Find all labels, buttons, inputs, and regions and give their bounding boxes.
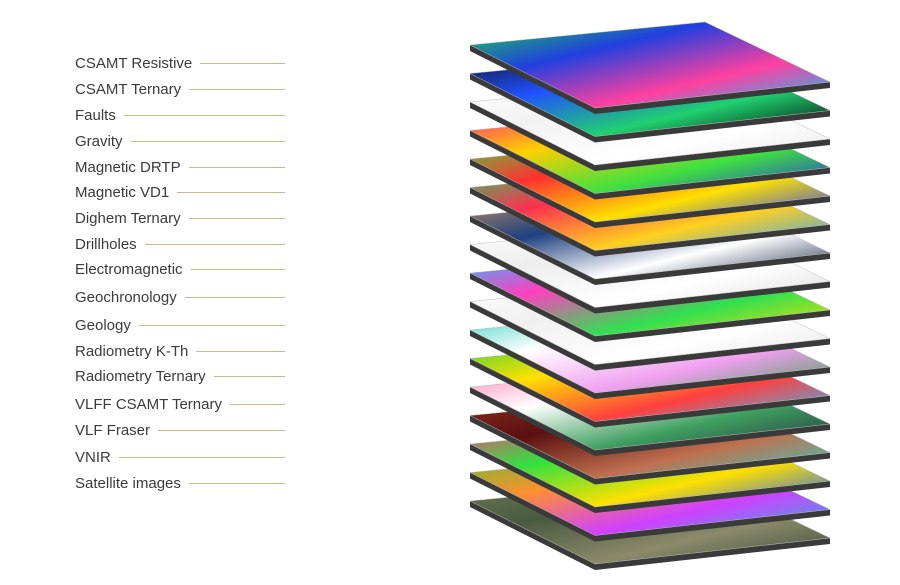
layer-label: Satellite images (75, 474, 181, 492)
layer-label: Gravity (75, 132, 123, 150)
leader-line (188, 482, 285, 484)
leader-line (196, 350, 285, 352)
layer-edge (470, 159, 830, 228)
layer-label-row: VLFF CSAMT Ternary (75, 394, 285, 414)
layer-edge (470, 358, 830, 428)
layer-label-row: CSAMT Resistive (75, 53, 285, 73)
layer-label: Dighem Ternary (75, 209, 181, 227)
layer-edge (470, 187, 830, 257)
layer-label-row: Faults (75, 105, 285, 125)
layer-edge (470, 301, 830, 371)
leader-line (177, 191, 285, 193)
layer-label: Radiometry Ternary (75, 367, 206, 385)
layer-label-row: Radiometry Ternary (75, 366, 285, 386)
layer-label: Drillholes (75, 235, 137, 253)
layer-label-row: Satellite images (75, 473, 285, 493)
layer-label: Electromagnetic (75, 260, 183, 278)
layer-label: Magnetic VD1 (75, 183, 170, 201)
layer-edge (470, 73, 830, 143)
layer-label-row: VLF Fraser (75, 420, 285, 440)
leader-line (130, 140, 285, 142)
layer-label-row: Magnetic VD1 (75, 182, 285, 202)
layer-label-row: Radiometry K-Th (75, 341, 285, 361)
layer-edge (470, 244, 830, 314)
layer-label: VLFF CSAMT Ternary (75, 395, 222, 413)
layer-surface (469, 21, 831, 109)
layer-label-row: CSAMT Ternary (75, 79, 285, 99)
layer-label: VNIR (75, 448, 111, 466)
layer-edge (470, 273, 830, 342)
layer-label: Radiometry K-Th (75, 342, 189, 360)
layer-edge (470, 472, 830, 542)
layer-edge (470, 387, 830, 456)
layer-label-row: Dighem Ternary (75, 208, 285, 228)
layer-label: Faults (75, 106, 116, 124)
leader-line (138, 324, 285, 326)
layer-edge (470, 102, 830, 171)
leader-line (190, 268, 285, 270)
leader-line (184, 296, 285, 298)
leader-line (200, 62, 285, 64)
layer-label: CSAMT Resistive (75, 54, 193, 72)
leader-line (123, 114, 285, 116)
layer-edge (470, 330, 830, 399)
layer-label: Geochronology (75, 288, 177, 306)
leader-line (158, 429, 285, 431)
layer-label: Geology (75, 316, 131, 334)
leader-line (213, 375, 285, 377)
layer-label-row: VNIR (75, 447, 285, 467)
layer-label: CSAMT Ternary (75, 80, 182, 98)
leader-line (118, 456, 285, 458)
layer-label-row: Geochronology (75, 287, 285, 307)
leader-line (188, 166, 285, 168)
leader-line (189, 88, 285, 90)
leader-line (144, 243, 285, 245)
layer-label-row: Magnetic DRTP (75, 157, 285, 177)
layer-label-row: Drillholes (75, 234, 285, 254)
layer-label: VLF Fraser (75, 421, 151, 439)
layer-edge (470, 444, 830, 513)
layer-label-row: Electromagnetic (75, 259, 285, 279)
layer-edge (470, 130, 830, 200)
layer-label-row: Gravity (75, 131, 285, 151)
layer-edge (470, 501, 830, 570)
layer-label: Magnetic DRTP (75, 158, 181, 176)
leader-line (229, 403, 285, 405)
layer-edge (470, 45, 830, 114)
leader-line (188, 217, 285, 219)
layer-label-row: Geology (75, 315, 285, 335)
layer-edge (470, 415, 830, 485)
layer-slab (469, 21, 831, 114)
layer-edge (470, 216, 830, 285)
